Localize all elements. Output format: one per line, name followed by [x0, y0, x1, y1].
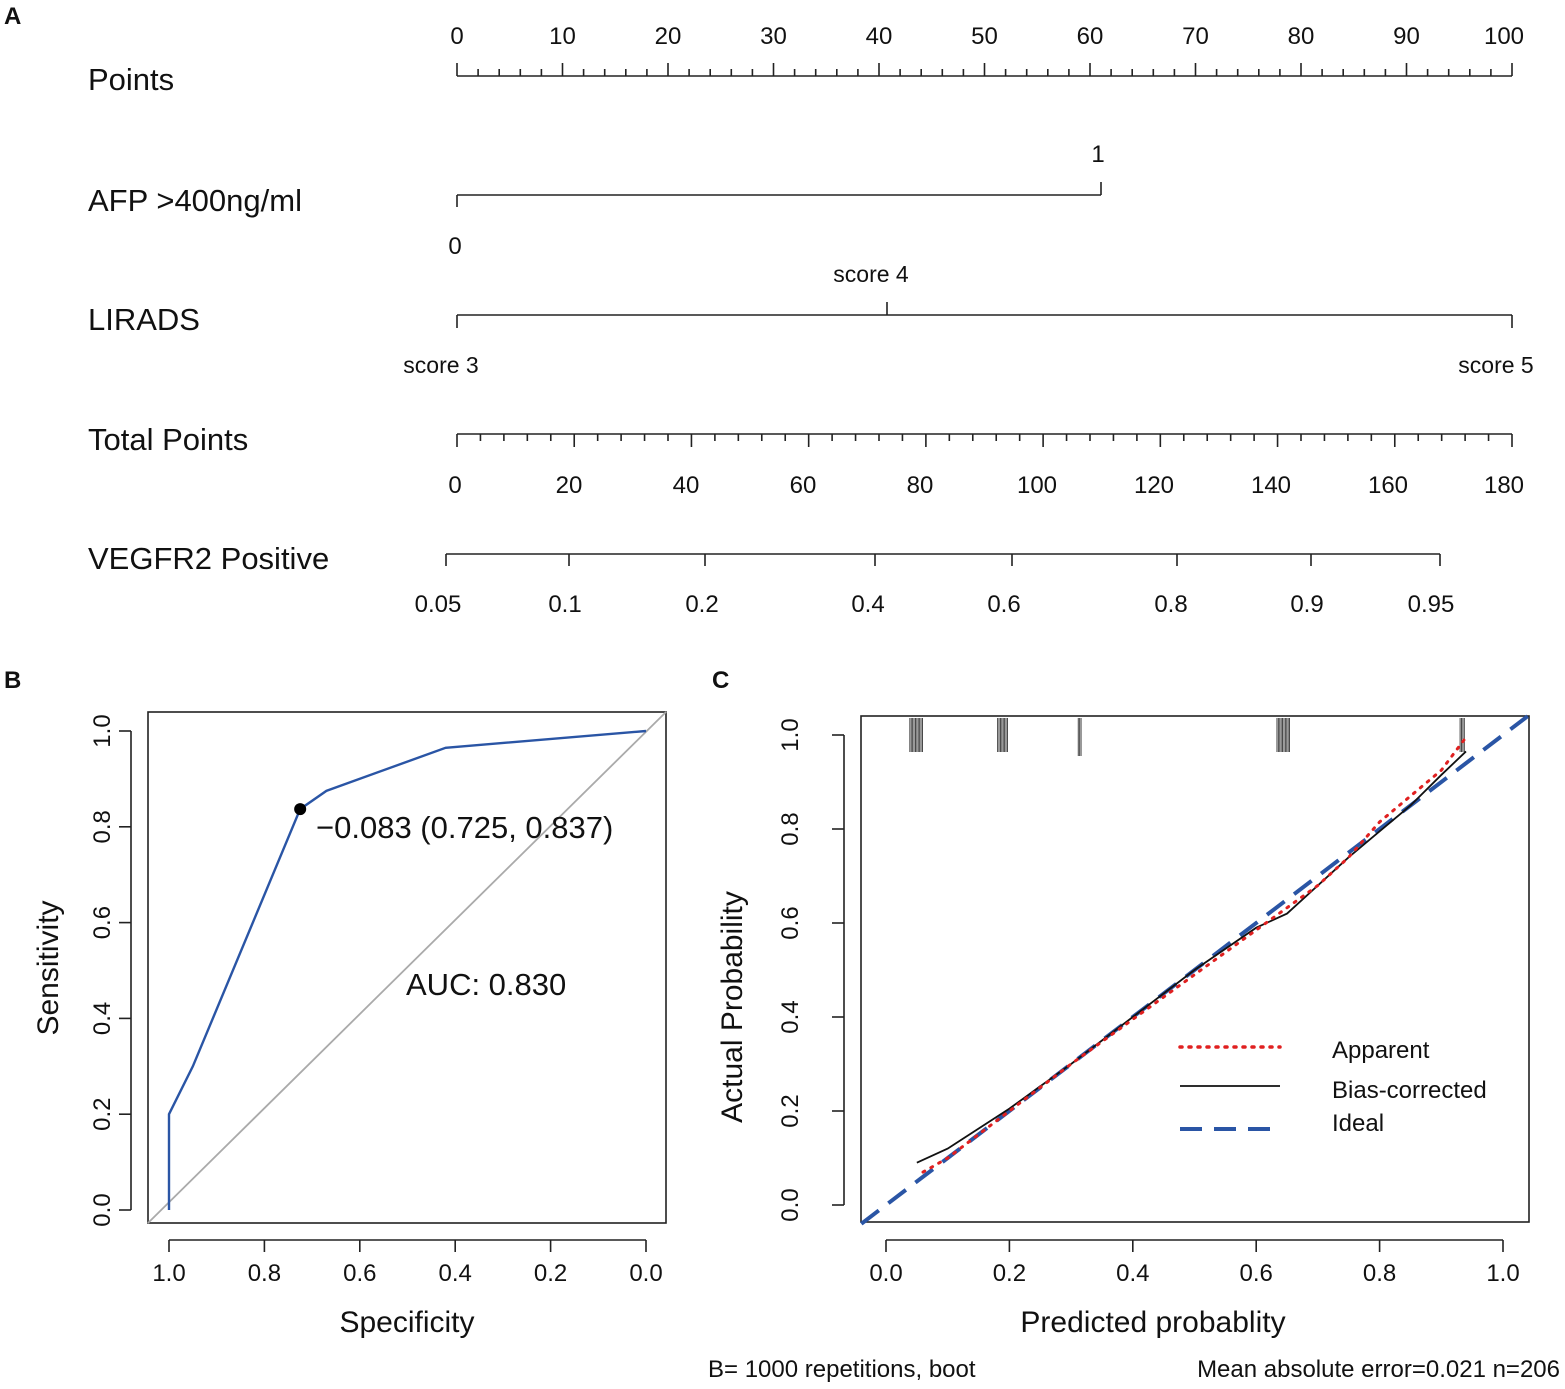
calibration-apparent-line — [921, 735, 1468, 1174]
nomogram-row-label-afp: AFP >400ng/ml — [88, 183, 302, 218]
afp-level-label: 1 — [1091, 141, 1104, 168]
total-points-tick-label: 0 — [448, 472, 461, 499]
points-tick-label: 80 — [1288, 23, 1315, 50]
calibration-x-tick-label: 0.0 — [869, 1260, 902, 1287]
calibration-x-axis-title: Predicted probablity — [1020, 1306, 1285, 1339]
roc-x-tick-label: 0.8 — [248, 1260, 281, 1287]
roc-y-tick-label: 1.0 — [89, 714, 116, 747]
roc-x-tick-label: 1.0 — [152, 1260, 185, 1287]
total-points-tick-label: 120 — [1134, 472, 1174, 499]
vegfr2-tick-label: 0.4 — [851, 591, 884, 618]
calibration-x-tick-label: 1.0 — [1486, 1260, 1519, 1287]
vegfr2-tick-label: 0.1 — [548, 591, 581, 618]
legend-label-bias-corrected: Bias-corrected — [1332, 1077, 1487, 1104]
calibration-chart: 0.0 0.2 0.4 0.6 0.8 1.0 0.0 0.2 0.4 0.6 … — [708, 714, 1560, 1383]
roc-reference-diagonal — [147, 711, 667, 1224]
calibration-footer-error: Mean absolute error=0.021 n=206 — [1197, 1356, 1560, 1383]
total-points-axis: 0 20 40 60 80 100 120 140 160 180 — [448, 433, 1524, 499]
points-tick-label: 60 — [1077, 23, 1104, 50]
vegfr2-tick-label: 0.2 — [685, 591, 718, 618]
vegfr2-tick-label: 0.95 — [1408, 591, 1455, 618]
points-tick-label: 0 — [450, 23, 463, 50]
roc-x-tick-label: 0.2 — [534, 1260, 567, 1287]
calibration-bias-corrected-line — [916, 750, 1467, 1164]
points-tick-label: 70 — [1182, 23, 1209, 50]
points-tick-label: 90 — [1393, 23, 1420, 50]
calibration-rug — [909, 718, 1465, 756]
vegfr2-tick-label: 0.6 — [987, 591, 1020, 618]
total-points-tick-label: 180 — [1484, 472, 1524, 499]
calibration-plot-frame — [860, 715, 1530, 1223]
nomogram: Points AFP >400ng/ml LIRADS Total Points… — [88, 23, 1534, 618]
total-points-tick-label: 40 — [673, 472, 700, 499]
calibration-y-tick-label: 1.0 — [777, 718, 804, 751]
total-points-tick-label: 20 — [556, 472, 583, 499]
vegfr2-axis: 0.05 0.1 0.2 0.4 0.6 0.8 0.9 0.95 — [415, 553, 1455, 618]
roc-x-tick-label: 0.6 — [343, 1260, 376, 1287]
nomogram-row-label-total-points: Total Points — [88, 422, 248, 457]
points-tick-label: 30 — [760, 23, 787, 50]
total-points-tick-label: 100 — [1017, 472, 1057, 499]
legend-label-apparent: Apparent — [1332, 1037, 1430, 1064]
panel-label-a: A — [4, 3, 21, 30]
roc-y-tick-label: 0.6 — [89, 906, 116, 939]
calibration-footer-bootstrap: B= 1000 repetitions, boot — [708, 1356, 976, 1383]
calibration-x-tick-label: 0.8 — [1363, 1260, 1396, 1287]
roc-y-axis-title: Sensitivity — [32, 900, 65, 1035]
afp-axis: 0 1 — [448, 141, 1104, 260]
calibration-legend: Apparent Bias-corrected Ideal — [1178, 1037, 1487, 1137]
calibration-y-tick-label: 0.8 — [777, 812, 804, 845]
roc-x-tick-label: 0.4 — [439, 1260, 472, 1287]
total-points-tick-label: 80 — [907, 472, 934, 499]
afp-level-label: 0 — [448, 233, 461, 260]
roc-x-tick-label: 0.0 — [629, 1260, 662, 1287]
roc-threshold-point — [294, 803, 307, 816]
panel-label-b: B — [4, 667, 21, 694]
points-tick-label: 20 — [655, 23, 682, 50]
roc-chart: 1.0 0.8 0.6 0.4 0.2 0.0 0.0 0.2 0.4 0.6 … — [32, 711, 667, 1339]
legend-label-ideal: Ideal — [1332, 1110, 1384, 1137]
nomogram-row-label-vegfr2: VEGFR2 Positive — [88, 541, 329, 576]
nomogram-row-label-lirads: LIRADS — [88, 302, 200, 337]
calibration-y-tick-label: 0.6 — [777, 906, 804, 939]
roc-auc-label: AUC: 0.830 — [406, 967, 566, 1002]
nomogram-row-label-points: Points — [88, 62, 174, 97]
roc-y-tick-label: 0.0 — [89, 1193, 116, 1226]
roc-y-tick-label: 0.2 — [89, 1098, 116, 1131]
points-tick-label: 100 — [1484, 23, 1524, 50]
calibration-y-axis-title: Actual Probability — [716, 891, 749, 1123]
lirads-level-label: score 4 — [833, 261, 909, 287]
points-axis: 0 10 20 30 40 50 60 70 80 90 100 — [450, 23, 1524, 77]
calibration-y-tick-label: 0.4 — [777, 1000, 804, 1033]
calibration-y-tick-label: 0.0 — [777, 1188, 804, 1221]
calibration-y-tick-label: 0.2 — [777, 1094, 804, 1127]
total-points-tick-label: 160 — [1368, 472, 1408, 499]
vegfr2-tick-label: 0.8 — [1154, 591, 1187, 618]
total-points-tick-label: 60 — [790, 472, 817, 499]
lirads-level-label: score 5 — [1458, 352, 1533, 378]
lirads-level-label: score 3 — [403, 352, 478, 378]
roc-x-axis-title: Specificity — [339, 1306, 474, 1339]
vegfr2-tick-label: 0.05 — [415, 591, 462, 618]
calibration-x-tick-label: 0.6 — [1240, 1260, 1273, 1287]
total-points-tick-label: 140 — [1251, 472, 1291, 499]
vegfr2-tick-label: 0.9 — [1290, 591, 1323, 618]
points-tick-label: 10 — [549, 23, 576, 50]
calibration-x-tick-label: 0.4 — [1116, 1260, 1149, 1287]
points-tick-label: 50 — [971, 23, 998, 50]
roc-plot-frame — [147, 711, 667, 1224]
lirads-axis: score 3 score 4 score 5 — [403, 261, 1533, 378]
panel-label-c: C — [712, 667, 729, 694]
roc-y-tick-label: 0.8 — [89, 810, 116, 843]
calibration-x-tick-label: 0.2 — [993, 1260, 1026, 1287]
roc-y-tick-label: 0.4 — [89, 1002, 116, 1035]
roc-threshold-label: −0.083 (0.725, 0.837) — [316, 810, 613, 845]
points-tick-label: 40 — [866, 23, 893, 50]
